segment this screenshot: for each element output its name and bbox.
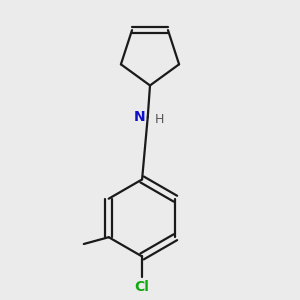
Text: Cl: Cl: [135, 280, 149, 294]
Text: N: N: [134, 110, 146, 124]
Text: H: H: [154, 113, 164, 126]
